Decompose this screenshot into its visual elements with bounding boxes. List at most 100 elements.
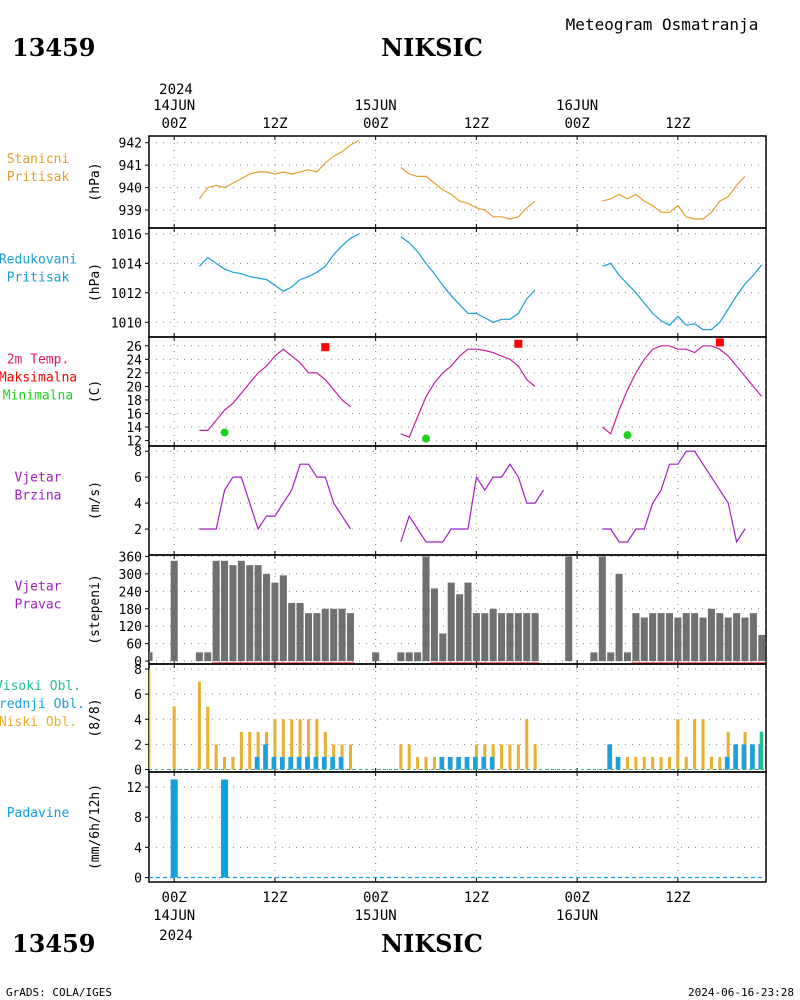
time-tick-day: 14JUN (153, 98, 195, 114)
y-tick-label: 4 (134, 841, 142, 856)
direction-bar (221, 560, 229, 662)
y-tick-label: 2 (134, 523, 142, 538)
y-tick-label: 6 (134, 471, 142, 486)
low-cloud-bar (248, 731, 252, 770)
time-tick-hour: 00Z (363, 116, 388, 132)
direction-bar (447, 582, 455, 662)
panel-title-line: Pravac (15, 598, 62, 613)
direction-bar (565, 556, 573, 662)
low-cloud-bar (315, 719, 319, 770)
low-cloud-bar (172, 706, 176, 770)
panel-data (149, 779, 766, 879)
time-tick-hour: 00Z (564, 116, 589, 132)
y-tick-label: 0 (134, 871, 142, 886)
panel-data (149, 669, 766, 770)
station-id-bottom: 13459 (12, 929, 96, 958)
y-tick-label: 240 (119, 585, 142, 600)
panel-title-line: Padavine (7, 806, 70, 821)
data-line (602, 450, 746, 544)
station-id-top: 13459 (12, 33, 96, 62)
direction-bar (229, 565, 237, 662)
y-tick-label: 24 (126, 353, 142, 368)
mid-cloud-bar (489, 756, 495, 770)
station-name-top: NIKSIC (381, 33, 483, 62)
data-line (601, 345, 763, 435)
mid-cloud-bar (321, 756, 327, 770)
direction-bar (716, 613, 724, 662)
year-label-top: 2024 (159, 82, 193, 98)
y-tick-label: 300 (119, 568, 142, 583)
mid-cloud-bar (733, 744, 738, 770)
mid-cloud-bar (473, 756, 478, 770)
y-tick-label: 8 (134, 811, 142, 826)
y-axis-label: (hPa) (88, 263, 103, 302)
year-label-bottom: 2024 (159, 928, 193, 944)
panel-title-line: Redukovani (0, 253, 77, 268)
direction-bar (405, 652, 413, 662)
direction-bar (430, 588, 438, 662)
low-cloud-bar (474, 744, 478, 770)
low-cloud-bar (684, 756, 688, 770)
panel-frame (148, 445, 767, 556)
direction-bar (665, 613, 673, 662)
panel-title-line: Vjetar (15, 580, 62, 595)
panel-title-line: Pritisak (7, 271, 70, 286)
direction-bar (682, 613, 690, 662)
y-tick-label: 1012 (111, 287, 142, 302)
y-axis-label: (C) (88, 380, 103, 403)
panel-5: 0 2 4 6 8 (8/8) Visoki Obl. Srednji Obl. Niski O… (0, 663, 767, 778)
y-tick-label: 940 (119, 182, 142, 197)
direction-bar (212, 560, 220, 662)
time-tick-hour: 12Z (665, 890, 690, 906)
time-tick-hour: 00Z (162, 116, 187, 132)
direction-bar (758, 634, 766, 662)
direction-bar (397, 652, 405, 662)
direction-bar (338, 608, 346, 662)
low-cloud-bar (340, 744, 344, 770)
mid-cloud-bar (330, 756, 335, 770)
low-cloud-bar (281, 719, 285, 770)
y-tick-label: 12 (126, 781, 142, 796)
direction-bar (321, 608, 329, 662)
time-tick-hour: 12Z (262, 890, 287, 906)
mid-cloud-bar (439, 756, 445, 770)
low-cloud-bar (726, 731, 730, 770)
direction-bar (296, 602, 304, 662)
low-cloud-bar (625, 756, 630, 770)
y-tick-label: 4 (134, 713, 142, 728)
mid-cloud-bar (254, 756, 260, 770)
low-cloud-bar (273, 719, 277, 770)
tmax-point (321, 343, 330, 352)
panel-title-line: Niski Obl. (0, 715, 77, 730)
low-cloud-bar (332, 744, 336, 770)
low-cloud-bar (718, 756, 722, 770)
time-tick-hour: 00Z (363, 890, 388, 906)
mid-cloud-bar (724, 756, 730, 770)
direction-bar (691, 613, 699, 662)
direction-bar (279, 575, 287, 662)
direction-bar (514, 613, 522, 662)
time-tick-day: 15JUN (355, 98, 397, 114)
direction-bar (531, 613, 539, 662)
mid-cloud-bar (305, 756, 310, 770)
panel-data (199, 450, 746, 544)
panels: 939940941942(hPa)StanicniPritisak1010101… (0, 135, 767, 886)
data-line (198, 233, 360, 293)
time-tick-day: 14JUN (153, 908, 195, 924)
tmin-point (220, 428, 229, 437)
time-tick-hour: 12Z (262, 116, 287, 132)
mid-cloud-bar (464, 756, 470, 770)
low-cloud-bar (533, 744, 537, 770)
y-tick-label: 120 (119, 620, 142, 635)
low-cloud-bar (298, 719, 302, 770)
y-tick-label: 18 (126, 394, 142, 409)
direction-bar (615, 573, 623, 662)
low-cloud-bar (642, 756, 646, 770)
panel-title-line: Pritisak (7, 170, 70, 185)
y-tick-label: 942 (119, 137, 142, 152)
mid-cloud-bar (313, 756, 319, 770)
direction-bar (733, 613, 741, 662)
direction-bar (414, 652, 422, 662)
tmin-point (623, 431, 632, 440)
